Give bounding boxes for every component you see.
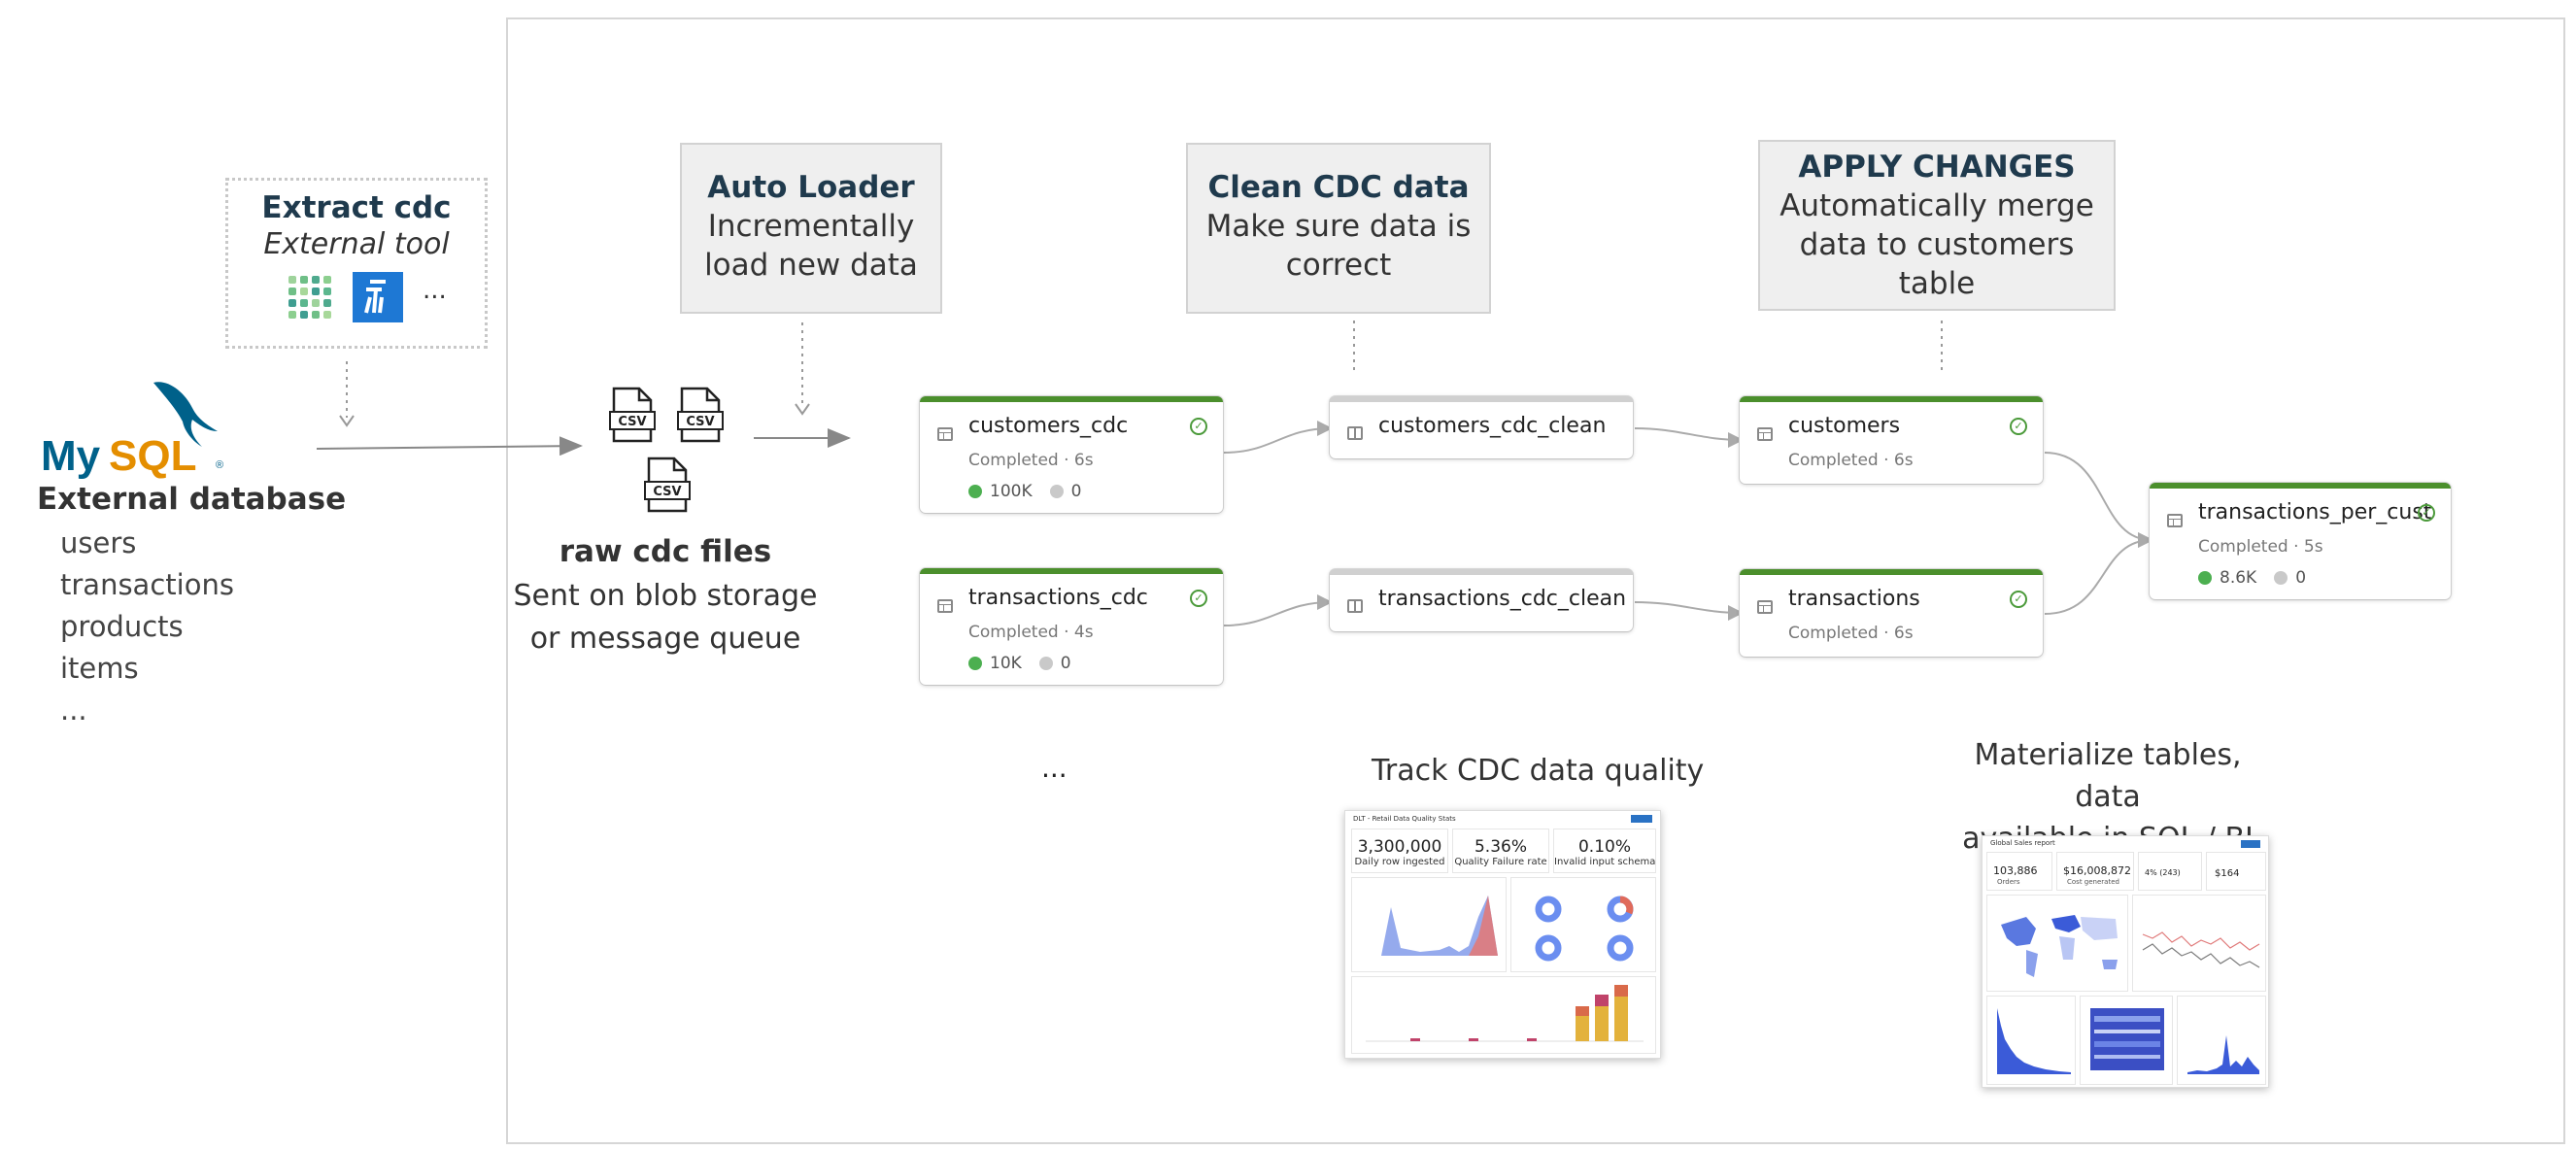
- node-status: Completed · 6s: [1788, 451, 1914, 470]
- kpi-card: 3,300,000 Daily row ingested: [1351, 829, 1448, 873]
- svg-text:SQL: SQL: [109, 432, 196, 480]
- table-icon: [937, 427, 953, 441]
- pipeline-ellipsis: ...: [1041, 752, 1068, 784]
- csv-file-icon: CSV: [643, 457, 691, 513]
- kpi-card: $16,008,872 Cost generated: [2056, 852, 2134, 891]
- dashboard-title: DLT - Retail Data Quality Stats: [1353, 815, 1456, 823]
- apply-changes-line: data to customers: [1799, 227, 2075, 262]
- apply-changes-line: Automatically merge: [1779, 188, 2094, 223]
- world-map-thumbnail: [1986, 895, 2128, 992]
- pipeline-frame: [506, 17, 2565, 1144]
- fivetran-icon: [285, 270, 337, 322]
- bar-chart-thumbnail: [1986, 996, 2076, 1085]
- node-counts: 100K 0: [968, 482, 1081, 501]
- raw-files-title: raw cdc files: [559, 534, 772, 569]
- table-icon: [2167, 514, 2183, 527]
- db-table-list: users transactions products items ...: [60, 523, 234, 731]
- raw-files-subtitle-1: Sent on blob storage: [513, 579, 818, 613]
- auto-loader-title: Auto Loader: [707, 170, 915, 205]
- quality-dashboard: DLT - Retail Data Quality Stats 3,300,00…: [1344, 810, 1661, 1059]
- svg-text:CSV: CSV: [686, 415, 714, 429]
- check-icon: ✓: [1190, 590, 1207, 607]
- node-transactions-per-cust[interactable]: transactions_per_cust ✓ Completed · 5s 8…: [2150, 483, 2451, 599]
- node-status: Completed · 6s: [1788, 624, 1914, 643]
- db-title: External database: [37, 482, 347, 517]
- node-name: transactions_per_cust: [2198, 500, 2432, 524]
- clean-cdc-line: Make sure data is: [1205, 209, 1472, 244]
- node-counts: 10K 0: [968, 654, 1071, 673]
- bi-dashboard: Global Sales report 103,886 Orders $16,0…: [1982, 835, 2269, 1088]
- auto-loader-box: Auto Loader Incrementally load new data: [680, 143, 942, 314]
- auto-loader-line: load new data: [704, 248, 918, 283]
- svg-text:CSV: CSV: [618, 415, 646, 429]
- svg-text:My: My: [41, 432, 101, 480]
- stacked-bar-thumbnail: [1351, 976, 1656, 1054]
- auto-loader-line: Incrementally: [707, 209, 915, 244]
- node-name: customers_cdc_clean: [1378, 414, 1607, 438]
- line-chart-thumbnail: [2132, 895, 2266, 992]
- node-transactions-cdc-clean[interactable]: transactions_cdc_clean: [1330, 569, 1633, 631]
- db-table-item: items: [60, 652, 139, 685]
- node-name: transactions: [1788, 587, 1920, 611]
- svg-text:®: ®: [216, 459, 223, 471]
- kpi-card: 5.36% Quality Failure rate: [1452, 829, 1549, 873]
- extract-title: Extract cdc: [261, 190, 452, 225]
- debezium-icon: [353, 272, 403, 322]
- table-icon: [937, 599, 953, 613]
- apply-changes-title: APPLY CHANGES: [1798, 150, 2076, 185]
- svg-text:CSV: CSV: [653, 485, 681, 499]
- clean-cdc-title: Clean CDC data: [1207, 170, 1470, 205]
- node-counts: 8.6K 0: [2198, 568, 2306, 588]
- check-icon: ✓: [1190, 418, 1207, 435]
- kpi-card: $164: [2206, 852, 2266, 891]
- db-table-item: ...: [60, 693, 87, 727]
- bi-caption-line: Materialize tables, data: [1974, 738, 2242, 814]
- csv-file-icon: CSV: [676, 387, 724, 443]
- node-transactions[interactable]: transactions ✓ Completed · 6s: [1740, 569, 2043, 657]
- raw-files-subtitle-2: or message queue: [529, 622, 801, 656]
- node-name: transactions_cdc_clean: [1378, 587, 1627, 611]
- apply-changes-box: APPLY CHANGES Automatically merge data t…: [1758, 140, 2116, 311]
- csv-file-icon: CSV: [608, 387, 656, 443]
- node-status: Completed · 6s: [968, 451, 1094, 470]
- mysql-logo: My SQL ®: [37, 375, 231, 482]
- check-icon: ✓: [2418, 504, 2435, 522]
- area-chart-thumbnail: [1351, 877, 1507, 972]
- node-name: customers_cdc: [968, 414, 1129, 438]
- node-status: Completed · 5s: [2198, 537, 2323, 557]
- quality-caption: Track CDC data quality: [1372, 754, 1705, 788]
- node-customers[interactable]: customers ✓ Completed · 6s: [1740, 396, 2043, 484]
- node-status: Completed · 4s: [968, 623, 1094, 642]
- extract-subtitle: External tool: [263, 227, 450, 261]
- spike-chart-thumbnail: [2177, 996, 2266, 1085]
- heatmap-thumbnail: [2080, 996, 2173, 1085]
- extract-more: ...: [423, 276, 447, 305]
- raw-files-caption: raw cdc files Sent on blob storage or me…: [505, 534, 826, 660]
- kpi-card: 0.10% Invalid input schema: [1553, 829, 1656, 873]
- arrow-db-to-files: [316, 436, 583, 457]
- node-name: transactions_cdc: [968, 586, 1148, 610]
- extract-cdc-box: Extract cdc External tool ...: [225, 178, 488, 349]
- apply-changes-line: table: [1898, 266, 1976, 301]
- node-transactions-cdc[interactable]: transactions_cdc ✓ Completed · 4s 10K 0: [920, 568, 1223, 685]
- kpi-card: 4% (243): [2138, 852, 2202, 891]
- db-table-item: transactions: [60, 568, 234, 601]
- donut-charts-thumbnail: [1510, 877, 1656, 972]
- check-icon: ✓: [2010, 418, 2027, 435]
- node-customers-cdc[interactable]: customers_cdc ✓ Completed · 6s 100K 0: [920, 396, 1223, 513]
- table-icon: [1757, 427, 1773, 441]
- kpi-card: 103,886 Orders: [1986, 852, 2052, 891]
- clean-cdc-box: Clean CDC data Make sure data is correct: [1186, 143, 1491, 314]
- db-table-item: users: [60, 526, 137, 559]
- db-table-item: products: [60, 610, 184, 643]
- table-icon: [1757, 600, 1773, 614]
- dashboard-title: Global Sales report: [1990, 839, 2055, 847]
- node-name: customers: [1788, 414, 1901, 438]
- check-icon: ✓: [2010, 591, 2027, 608]
- node-customers-cdc-clean[interactable]: customers_cdc_clean: [1330, 396, 1633, 458]
- clean-cdc-line: correct: [1285, 248, 1392, 283]
- view-icon: [1347, 599, 1363, 613]
- view-icon: [1347, 426, 1363, 440]
